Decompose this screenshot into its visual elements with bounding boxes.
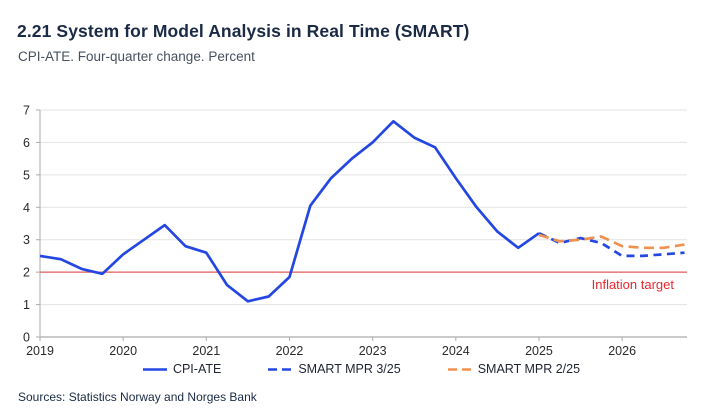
line-chart: 0 1 2 3 4 5 6 7 2019 2020 2021 2022 2023 2024 2025 2026… bbox=[23, 104, 687, 358]
chart-subtitle: CPI-ATE. Four-quarter change. Percent bbox=[18, 49, 255, 64]
svg-text:2022: 2022 bbox=[276, 344, 304, 358]
svg-text:2025: 2025 bbox=[525, 344, 553, 358]
solid-line-swatch-icon bbox=[142, 367, 167, 371]
sources-note: Sources: Statistics Norway and Norges Ba… bbox=[18, 390, 257, 404]
svg-text:6: 6 bbox=[23, 136, 30, 150]
svg-text:Inflation target: Inflation target bbox=[592, 277, 675, 292]
svg-text:2026: 2026 bbox=[608, 344, 636, 358]
dashed-line-swatch-icon bbox=[268, 367, 293, 371]
svg-text:2023: 2023 bbox=[359, 344, 387, 358]
svg-text:1: 1 bbox=[23, 298, 30, 312]
legend-label-cpi-ate: CPI-ATE bbox=[172, 362, 222, 376]
legend-item-cpi-ate: CPI-ATE bbox=[142, 362, 221, 376]
svg-text:7: 7 bbox=[23, 104, 30, 118]
legend-item-smart-mpr-325: SMART MPR 3/25 bbox=[267, 362, 401, 376]
chart-legend: CPI-ATE SMART MPR 3/25 SMART MPR 2/25 bbox=[0, 362, 722, 376]
legend-label-smart-mpr-225: SMART MPR 2/25 bbox=[477, 362, 581, 376]
dashed-line-swatch-icon bbox=[447, 367, 472, 371]
svg-text:3: 3 bbox=[23, 233, 30, 247]
legend-item-smart-mpr-225: SMART MPR 2/25 bbox=[447, 362, 580, 376]
svg-text:2024: 2024 bbox=[442, 344, 470, 358]
legend-label-smart-mpr-325: SMART MPR 3/25 bbox=[298, 362, 401, 376]
svg-text:2020: 2020 bbox=[109, 344, 137, 358]
svg-text:2021: 2021 bbox=[192, 344, 220, 358]
svg-text:4: 4 bbox=[23, 201, 30, 215]
svg-text:2019: 2019 bbox=[26, 344, 54, 358]
svg-text:2: 2 bbox=[23, 266, 30, 280]
svg-text:0: 0 bbox=[23, 331, 30, 345]
svg-text:5: 5 bbox=[23, 168, 30, 182]
page-title: 2.21 System for Model Analysis in Real T… bbox=[17, 21, 470, 41]
